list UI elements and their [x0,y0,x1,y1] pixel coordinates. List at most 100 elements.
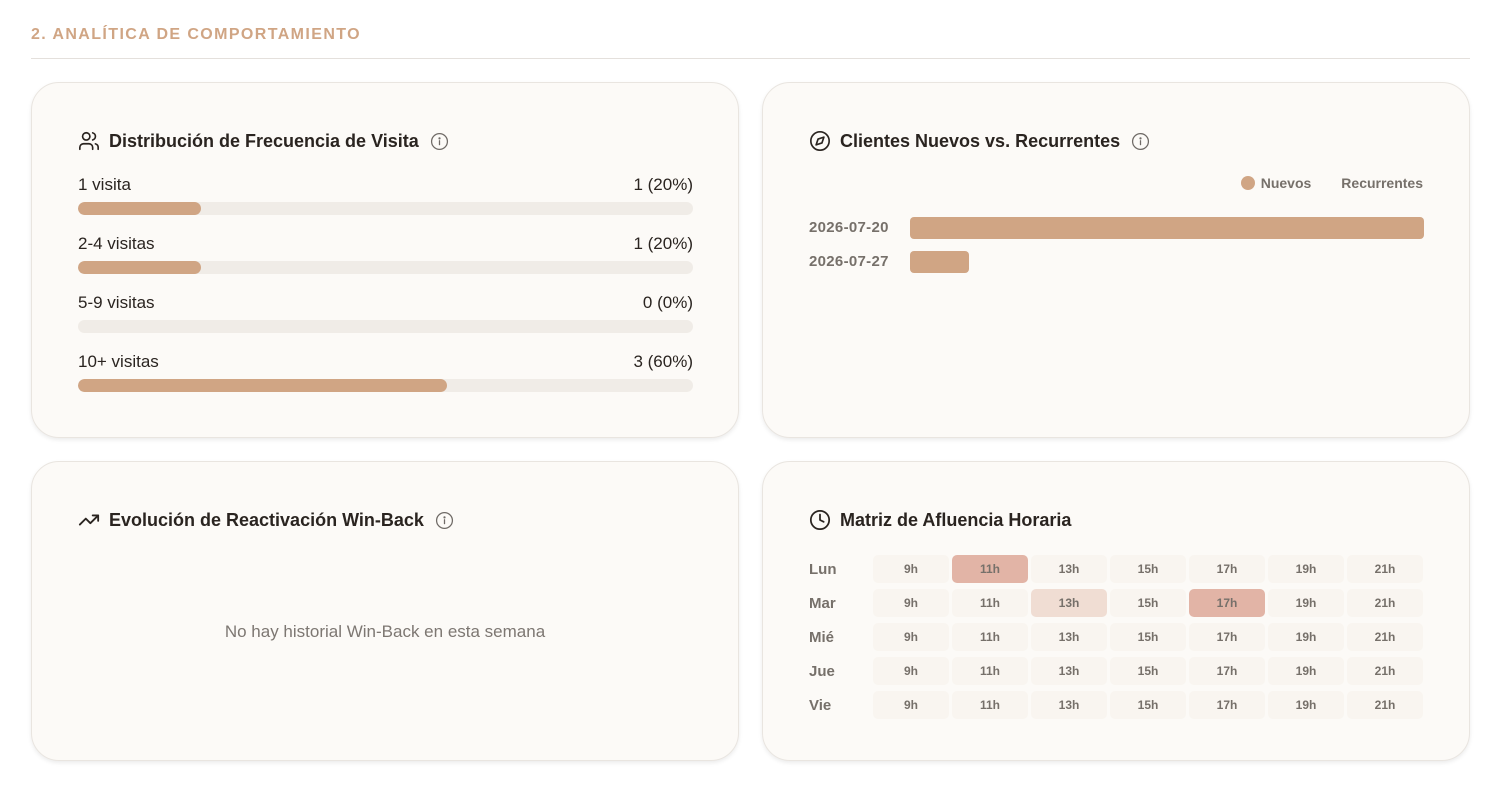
new-vs-returning-bars: 2026-07-20 2026-07-27 [809,216,1424,284]
info-icon[interactable] [435,511,454,530]
bar-track [910,251,1424,273]
matrix-cell[interactable]: 21h [1347,657,1423,685]
matrix-cell[interactable]: 15h [1110,657,1186,685]
legend-item-recurrentes[interactable]: Recurrentes [1341,175,1423,191]
users-icon [78,130,100,152]
matrix-cell[interactable]: 9h [873,555,949,583]
hourly-matrix-card: Matriz de Afluencia Horaria Lun 9h 11h 13h 1… [762,461,1470,761]
legend-label: Recurrentes [1341,175,1423,191]
matrix-cell[interactable]: 11h [952,657,1028,685]
matrix-row: Jue 9h 11h 13h 15h 17h 19h 21h [809,654,1424,688]
frequency-value: 1 (20%) [633,234,693,253]
winback-title: Evolución de Reactivación Win-Back [109,509,424,530]
matrix-cell[interactable]: 13h [1031,691,1107,719]
frequency-label: 5-9 visitas [78,293,155,312]
trending-up-icon [78,509,100,531]
matrix-cell[interactable]: 11h [952,589,1028,617]
matrix-cell[interactable]: 21h [1347,555,1423,583]
matrix-day-label: Lun [809,560,837,578]
matrix-cell[interactable]: 19h [1268,691,1344,719]
legend-label: Nuevos [1260,175,1312,191]
frequency-label: 10+ visitas [78,352,159,371]
winback-header: Evolución de Reactivación Win-Back [78,508,454,532]
matrix-cell[interactable]: 17h [1189,691,1265,719]
matrix-day-label: Jue [809,662,835,680]
matrix-cell[interactable]: 15h [1110,691,1186,719]
matrix-cells: 9h 11h 13h 15h 17h 19h 21h [873,589,1423,617]
frequency-row: 5-9 visitas 0 (0%) [78,293,693,352]
matrix-cell[interactable]: 19h [1268,555,1344,583]
matrix-cell[interactable]: 21h [1347,589,1423,617]
matrix-cell[interactable]: 9h [873,657,949,685]
frequency-value: 0 (0%) [642,293,693,312]
matrix-cell[interactable]: 21h [1347,623,1423,651]
matrix-cell[interactable]: 19h [1268,589,1344,617]
frequency-card: Distribución de Frecuencia de Visita 1 v… [31,82,739,438]
frequency-fill [78,379,447,392]
winback-empty-message: No hay historial Win-Back en esta semana [224,622,546,641]
matrix-cell[interactable]: 13h [1031,623,1107,651]
new-vs-returning-title: Clientes Nuevos vs. Recurrentes [840,130,1121,151]
matrix-cell[interactable]: 17h [1189,555,1265,583]
frequency-track [78,379,693,392]
matrix-cell[interactable]: 19h [1268,657,1344,685]
bar-date-label: 2026-07-27 [809,253,889,270]
matrix-cell[interactable]: 17h [1189,589,1265,617]
matrix-cell[interactable]: 9h [873,623,949,651]
matrix-cells: 9h 11h 13h 15h 17h 19h 21h [873,623,1423,651]
hourly-matrix-header: Matriz de Afluencia Horaria [809,508,1071,532]
matrix-cell[interactable]: 21h [1347,691,1423,719]
frequency-fill [78,261,201,274]
matrix-cell[interactable]: 11h [952,623,1028,651]
matrix-cell[interactable]: 15h [1110,623,1186,651]
matrix-cell[interactable]: 9h [873,691,949,719]
matrix-row: Lun 9h 11h 13h 15h 17h 19h 21h [809,552,1424,586]
bar-nuevos[interactable] [910,251,970,273]
section-title: 2. ANALÍTICA DE COMPORTAMIENTO [31,26,361,43]
bar-date-label: 2026-07-20 [809,219,889,236]
matrix-cell[interactable]: 13h [1031,589,1107,617]
section-divider [31,58,1470,59]
frequency-row: 10+ visitas 3 (60%) [78,352,693,411]
matrix-row: Mié 9h 11h 13h 15h 17h 19h 21h [809,620,1424,654]
matrix-cell[interactable]: 13h [1031,555,1107,583]
frequency-label: 1 visita [78,175,131,194]
frequency-row: 1 visita 1 (20%) [78,175,693,234]
matrix-cell[interactable]: 11h [952,555,1028,583]
frequency-track [78,202,693,215]
frequency-fill [78,202,201,215]
frequency-track [78,261,693,274]
new-vs-returning-header: Clientes Nuevos vs. Recurrentes [809,129,1150,153]
matrix-cell[interactable]: 9h [873,589,949,617]
frequency-track [78,320,693,333]
new-vs-returning-card: Clientes Nuevos vs. Recurrentes Nuevos R… [762,82,1470,438]
matrix-cells: 9h 11h 13h 15h 17h 19h 21h [873,691,1423,719]
hourly-matrix-title: Matriz de Afluencia Horaria [840,509,1072,530]
matrix-day-label: Mar [809,594,836,612]
matrix-cell[interactable]: 13h [1031,657,1107,685]
matrix-day-label: Vie [809,696,832,714]
clock-icon [809,509,831,531]
compass-icon [809,130,831,152]
info-icon[interactable] [1131,132,1150,151]
matrix-day-label: Mié [809,628,835,646]
frequency-header: Distribución de Frecuencia de Visita [78,129,449,153]
legend-item-nuevos[interactable]: Nuevos [1240,175,1312,191]
matrix-cell[interactable]: 15h [1110,555,1186,583]
bar-row: 2026-07-27 [809,250,1424,284]
matrix-cell[interactable]: 15h [1110,589,1186,617]
frequency-label: 2-4 visitas [78,234,155,253]
winback-card: Evolución de Reactivación Win-Back No ha… [31,461,739,761]
frequency-title: Distribución de Frecuencia de Visita [109,130,419,151]
bar-track [910,217,1424,239]
info-icon[interactable] [430,132,449,151]
matrix-row: Mar 9h 11h 13h 15h 17h 19h 21h [809,586,1424,620]
legend-dot [1240,176,1255,190]
matrix-cell[interactable]: 11h [952,691,1028,719]
bar-row: 2026-07-20 [809,216,1424,250]
frequency-value: 1 (20%) [633,175,693,194]
matrix-cell[interactable]: 17h [1189,657,1265,685]
matrix-cell[interactable]: 17h [1189,623,1265,651]
matrix-cell[interactable]: 19h [1268,623,1344,651]
bar-nuevos[interactable] [910,217,1424,239]
